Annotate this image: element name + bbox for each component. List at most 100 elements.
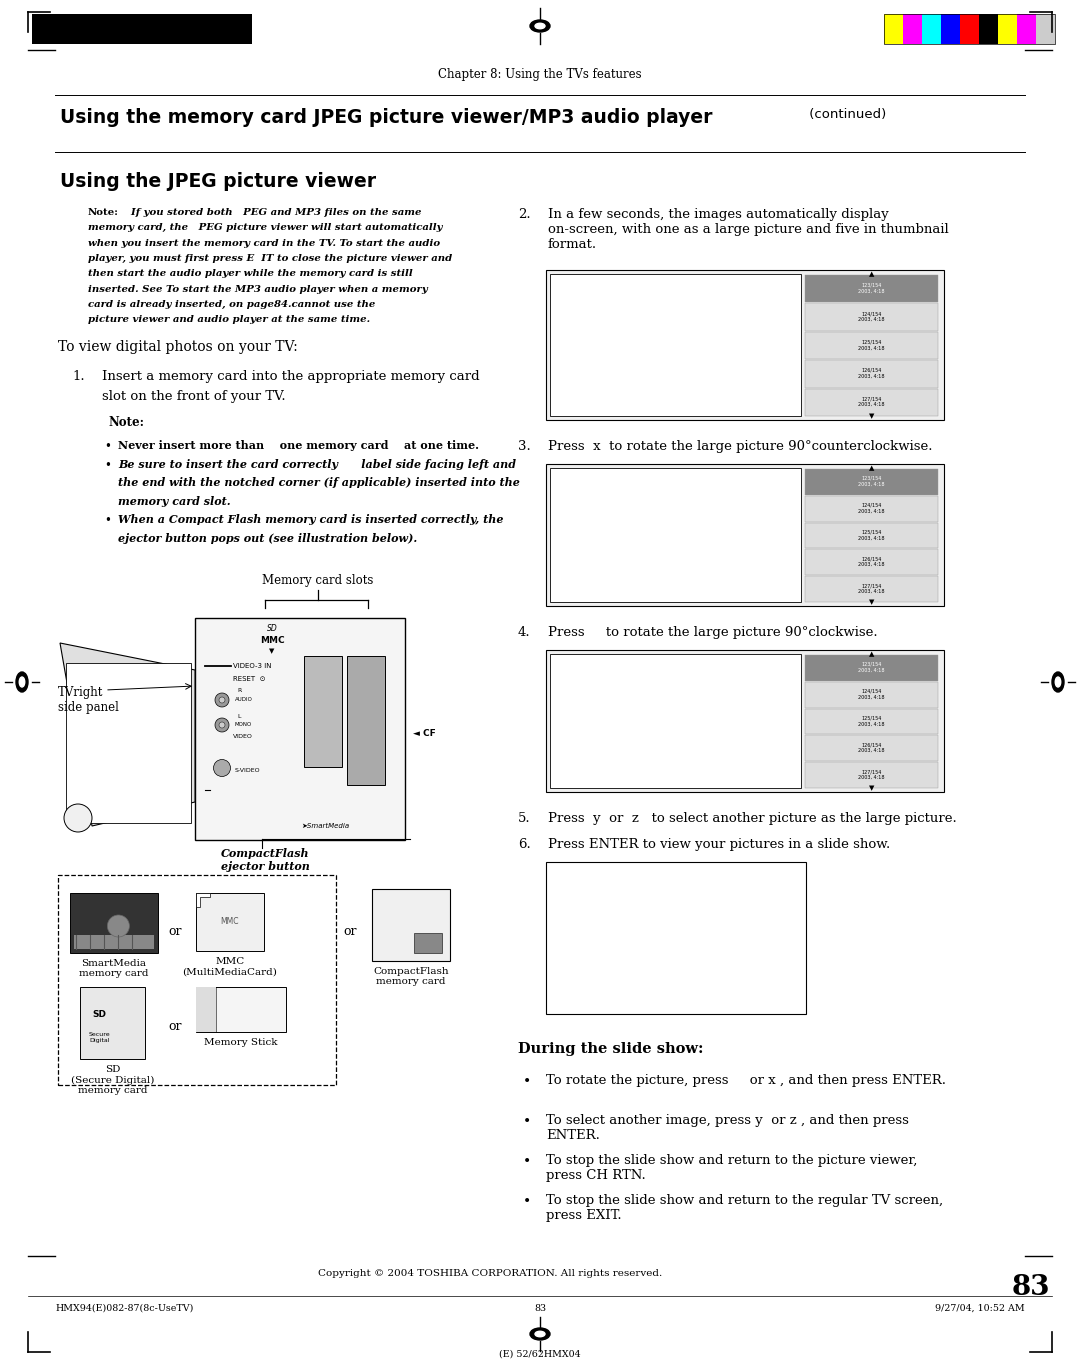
Text: Secure
Digital: Secure Digital xyxy=(89,1033,110,1043)
Text: 123/154
2003, 4:18: 123/154 2003, 4:18 xyxy=(859,662,885,672)
Text: 83: 83 xyxy=(534,1304,546,1314)
Text: Copyright © 2004 TOSHIBA CORPORATION. All rights reserved.: Copyright © 2004 TOSHIBA CORPORATION. Al… xyxy=(318,1269,662,1278)
Text: 126/154
2003, 4:18: 126/154 2003, 4:18 xyxy=(859,742,885,753)
Bar xyxy=(546,464,944,606)
Text: or: or xyxy=(168,1020,181,1033)
Text: SD: SD xyxy=(93,1009,107,1019)
Ellipse shape xyxy=(214,760,230,776)
Text: ▲: ▲ xyxy=(868,652,874,657)
Bar xyxy=(885,14,1055,44)
Ellipse shape xyxy=(16,672,28,692)
Text: 124/154
2003, 4:18: 124/154 2003, 4:18 xyxy=(859,503,885,514)
Bar xyxy=(941,14,960,44)
Text: ▲: ▲ xyxy=(868,271,874,277)
Bar xyxy=(70,893,158,953)
Text: SD
(Secure Digital)
memory card: SD (Secure Digital) memory card xyxy=(71,1065,154,1095)
Bar xyxy=(805,576,939,602)
Bar xyxy=(805,762,939,788)
Ellipse shape xyxy=(64,803,92,832)
Bar xyxy=(195,618,405,840)
Text: MONO: MONO xyxy=(235,723,253,727)
Text: When a Compact Flash memory card is inserted correctly, the: When a Compact Flash memory card is inse… xyxy=(118,514,503,525)
Text: ▼: ▼ xyxy=(868,413,874,419)
Text: S-VIDEO: S-VIDEO xyxy=(235,768,260,772)
Text: Using the JPEG picture viewer: Using the JPEG picture viewer xyxy=(60,172,376,191)
Bar xyxy=(550,653,800,788)
Text: CompactFlash
memory card: CompactFlash memory card xyxy=(374,967,449,986)
Text: 6.: 6. xyxy=(518,837,530,851)
Text: or: or xyxy=(168,925,181,938)
Text: (E) 52/62HMX04: (E) 52/62HMX04 xyxy=(499,1350,581,1359)
Ellipse shape xyxy=(1052,672,1064,692)
Ellipse shape xyxy=(1055,677,1061,687)
Text: 126/154
2003, 4:18: 126/154 2003, 4:18 xyxy=(859,557,885,567)
Bar xyxy=(805,655,939,681)
Text: then start the audio player while the memory card is still: then start the audio player while the me… xyxy=(87,269,413,278)
Text: Chapter 8: Using the TVs features: Chapter 8: Using the TVs features xyxy=(438,68,642,80)
Bar xyxy=(805,469,939,495)
Ellipse shape xyxy=(107,915,130,937)
Text: 127/154
2003, 4:18: 127/154 2003, 4:18 xyxy=(859,769,885,780)
Text: Note:: Note: xyxy=(87,207,119,217)
Bar xyxy=(546,862,806,1013)
Text: During the slide show:: During the slide show: xyxy=(518,1042,703,1056)
Bar xyxy=(66,663,191,822)
Ellipse shape xyxy=(219,697,225,702)
Text: 127/154
2003, 4:18: 127/154 2003, 4:18 xyxy=(859,397,885,408)
Bar xyxy=(805,331,939,359)
Text: slot on the front of your TV.: slot on the front of your TV. xyxy=(102,390,285,402)
Bar xyxy=(305,656,342,767)
Bar xyxy=(1036,14,1055,44)
Text: •: • xyxy=(104,458,111,472)
Text: Never insert more than    one memory card    at one time.: Never insert more than one memory card a… xyxy=(118,441,480,451)
Bar xyxy=(550,468,800,602)
Bar xyxy=(885,14,903,44)
Text: player, you must first press E  IT to close the picture viewer and: player, you must first press E IT to clo… xyxy=(87,254,453,263)
Bar xyxy=(805,709,939,734)
Text: 1.: 1. xyxy=(72,370,84,383)
Text: •: • xyxy=(104,441,111,453)
Text: memory card slot.: memory card slot. xyxy=(118,495,231,506)
Bar xyxy=(80,988,145,1058)
Text: the end with the notched corner (if applicable) inserted into the: the end with the notched corner (if appl… xyxy=(118,477,519,488)
Text: SmartMedia
memory card: SmartMedia memory card xyxy=(79,959,149,978)
Polygon shape xyxy=(60,642,195,827)
Ellipse shape xyxy=(530,20,550,31)
Text: Insert a memory card into the appropriate memory card: Insert a memory card into the appropriat… xyxy=(102,370,480,383)
Text: Press  y  or  z   to select another picture as the large picture.: Press y or z to select another picture a… xyxy=(548,812,957,825)
Text: VIDEO: VIDEO xyxy=(233,734,253,739)
Text: Press     to rotate the large picture 90°clockwise.: Press to rotate the large picture 90°clo… xyxy=(548,626,878,638)
Text: •: • xyxy=(104,514,111,527)
Bar xyxy=(347,656,384,784)
Bar xyxy=(998,14,1017,44)
Text: HMX94(E)082-87(8c-UseTV): HMX94(E)082-87(8c-UseTV) xyxy=(55,1304,193,1314)
Text: 3.: 3. xyxy=(518,441,530,453)
Text: If you stored both   PEG and MP3 files on the same: If you stored both PEG and MP3 files on … xyxy=(124,207,421,217)
Bar xyxy=(922,14,941,44)
Bar xyxy=(1017,14,1036,44)
Text: 126/154
2003, 4:18: 126/154 2003, 4:18 xyxy=(859,368,885,379)
Text: when you insert the memory card in the TV. To start the audio: when you insert the memory card in the T… xyxy=(87,239,441,248)
Bar xyxy=(805,360,939,387)
Bar xyxy=(805,303,939,331)
Text: 2.: 2. xyxy=(518,207,530,221)
Ellipse shape xyxy=(530,1329,550,1339)
Text: or: or xyxy=(343,925,356,938)
Text: Press ENTER to view your pictures in a slide show.: Press ENTER to view your pictures in a s… xyxy=(548,837,890,851)
Text: TVright
side panel: TVright side panel xyxy=(58,686,119,713)
Text: ◄ CF: ◄ CF xyxy=(413,728,435,738)
Bar xyxy=(550,274,800,416)
Text: ejector button pops out (see illustration below).: ejector button pops out (see illustratio… xyxy=(118,532,417,543)
Text: To view digital photos on your TV:: To view digital photos on your TV: xyxy=(58,340,298,355)
Text: 125/154
2003, 4:18: 125/154 2003, 4:18 xyxy=(859,529,885,540)
Text: 123/154
2003, 4:18: 123/154 2003, 4:18 xyxy=(859,282,885,293)
Bar xyxy=(195,988,286,1033)
Text: SD: SD xyxy=(267,623,278,633)
Text: ➤SmartMedia: ➤SmartMedia xyxy=(301,822,349,829)
Ellipse shape xyxy=(215,717,229,732)
Text: •: • xyxy=(523,1073,531,1088)
Bar xyxy=(546,270,944,420)
Bar xyxy=(414,933,442,953)
Text: 83: 83 xyxy=(1012,1274,1051,1301)
Text: MMC: MMC xyxy=(259,636,284,645)
